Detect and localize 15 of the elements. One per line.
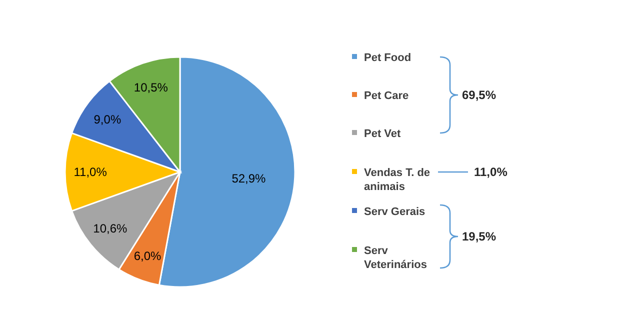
- legend-label: Pet Vet: [364, 128, 402, 140]
- data-label: 11,0%: [74, 165, 108, 180]
- data-label: 52,9%: [232, 171, 266, 186]
- text: 11,0%: [474, 165, 508, 179]
- data-label: 6,0%: [134, 248, 162, 263]
- data-label: 10,5%: [134, 80, 168, 94]
- data-label: 9,0%: [94, 112, 122, 126]
- legend-label: Serv Gerais: [364, 206, 426, 218]
- legend-label: Pet Care: [364, 90, 409, 102]
- legend-label: Serv Veterinários: [364, 245, 427, 271]
- text: 19,5%: [462, 230, 496, 244]
- legend-label: Pet Food: [364, 52, 412, 64]
- data-label: 10,6%: [93, 222, 128, 236]
- text: 69,5%: [462, 88, 496, 102]
- legend-label: Vendas T. de animais: [364, 167, 430, 193]
